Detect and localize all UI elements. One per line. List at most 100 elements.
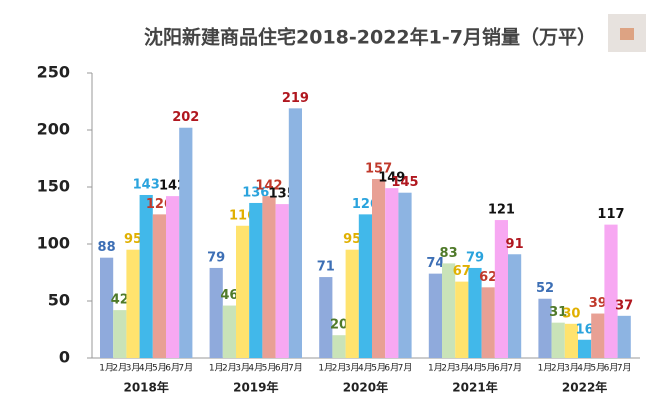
- bar: [538, 298, 552, 358]
- bar: [236, 225, 250, 358]
- value-label: 95: [343, 232, 361, 247]
- value-label: 142: [255, 179, 282, 194]
- bar: [508, 254, 522, 358]
- y-tick-label: 100: [37, 234, 70, 253]
- month-label: 3月: [454, 363, 469, 374]
- value-label: 31: [549, 305, 567, 320]
- value-label: 46: [220, 288, 238, 303]
- month-label: 2月: [112, 363, 127, 374]
- month-label: 5月: [590, 363, 605, 374]
- y-tick-label: 150: [37, 177, 70, 196]
- bar: [319, 277, 333, 358]
- month-label: 7月: [398, 363, 413, 374]
- bar: [494, 220, 508, 358]
- value-label: 30: [562, 306, 580, 321]
- value-label: 117: [597, 207, 624, 222]
- month-label: 4月: [468, 363, 483, 374]
- month-label: 5月: [152, 363, 167, 374]
- bar: [398, 192, 412, 358]
- month-label: 2月: [222, 363, 237, 374]
- value-label: 71: [317, 260, 335, 275]
- value-label: 219: [282, 91, 309, 106]
- bar: [249, 202, 263, 358]
- bar: [345, 249, 359, 358]
- y-tick-label: 250: [37, 63, 70, 82]
- bar: [262, 196, 276, 358]
- month-label: 3月: [126, 363, 141, 374]
- bar: [385, 188, 399, 358]
- chart-title: 沈阳新建商品住宅2018-2022年1-7月销量（万平）: [144, 26, 596, 49]
- value-label: 20: [330, 318, 348, 333]
- bar: [209, 267, 223, 358]
- value-label: 52: [536, 281, 554, 296]
- bar: [551, 322, 565, 358]
- bar: [100, 257, 114, 358]
- bar: [179, 127, 193, 358]
- year-label: 2022年: [562, 380, 607, 395]
- year-label: 2019年: [233, 380, 278, 395]
- value-label: 91: [506, 237, 524, 252]
- month-label: 6月: [604, 363, 619, 374]
- bar: [481, 287, 495, 358]
- bar: [428, 273, 442, 358]
- value-label: 37: [615, 298, 633, 313]
- month-label: 1月: [538, 363, 553, 374]
- bar: [564, 323, 578, 358]
- value-label: 145: [391, 175, 418, 190]
- month-label: 6月: [384, 363, 399, 374]
- month-label: 1月: [209, 363, 224, 374]
- y-tick-label: 0: [59, 348, 70, 367]
- bar: [152, 214, 166, 358]
- value-label: 149: [378, 171, 405, 186]
- month-label: 7月: [178, 363, 193, 374]
- bar: [455, 281, 469, 358]
- bar: [275, 204, 289, 358]
- y-tick-label: 50: [48, 291, 70, 310]
- bar: [372, 179, 386, 358]
- month-label: 1月: [428, 363, 443, 374]
- month-label: 3月: [345, 363, 360, 374]
- value-label: 74: [426, 256, 444, 271]
- month-label: 6月: [494, 363, 509, 374]
- bar: [591, 313, 605, 358]
- value-label: 39: [589, 296, 607, 311]
- month-label: 6月: [165, 363, 180, 374]
- year-label: 2020年: [343, 380, 388, 395]
- bar: [332, 335, 346, 358]
- bar: [468, 267, 482, 358]
- value-label: 67: [453, 264, 471, 279]
- bar: [126, 249, 140, 358]
- bar: [139, 194, 153, 358]
- month-label: 3月: [235, 363, 250, 374]
- value-label: 157: [365, 162, 392, 177]
- y-tick-label: 200: [37, 120, 70, 139]
- value-label: 79: [207, 250, 225, 265]
- bar: [222, 305, 236, 358]
- value-label: 88: [98, 240, 116, 255]
- bar: [113, 310, 127, 358]
- month-label: 7月: [617, 363, 632, 374]
- month-label: 2月: [551, 363, 566, 374]
- bar: [166, 196, 180, 358]
- bar: [442, 263, 456, 358]
- value-label: 79: [466, 250, 484, 265]
- month-label: 5月: [371, 363, 386, 374]
- bar: [604, 224, 618, 358]
- month-label: 7月: [507, 363, 522, 374]
- month-label: 5月: [262, 363, 277, 374]
- year-label: 2021年: [452, 380, 497, 395]
- month-label: 4月: [139, 363, 154, 374]
- bar: [358, 214, 372, 358]
- month-label: 1月: [318, 363, 333, 374]
- value-label: 62: [479, 270, 497, 285]
- month-label: 4月: [358, 363, 373, 374]
- bar: [617, 315, 631, 358]
- value-label: 121: [488, 203, 515, 218]
- month-label: 3月: [564, 363, 579, 374]
- value-label: 83: [440, 246, 458, 261]
- month-label: 2月: [332, 363, 347, 374]
- value-label: 42: [111, 293, 129, 308]
- year-label: 2018年: [123, 380, 168, 395]
- month-label: 4月: [577, 363, 592, 374]
